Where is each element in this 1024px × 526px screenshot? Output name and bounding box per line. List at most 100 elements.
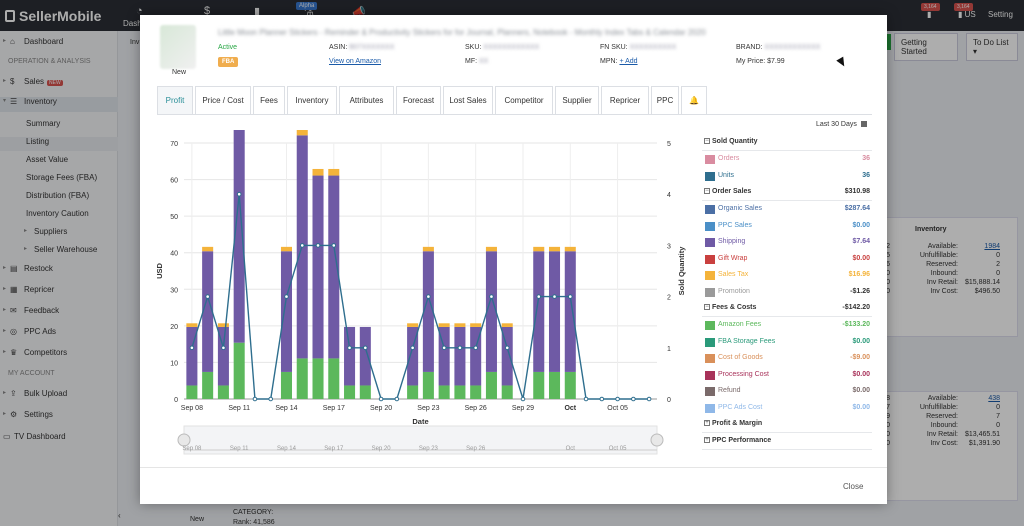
dashboard-icon[interactable]: ◔ xyxy=(136,5,143,17)
mpn-add-link[interactable]: + Add xyxy=(619,58,638,65)
tab-repricer[interactable]: Repricer xyxy=(601,86,649,114)
summary-section-header[interactable]: + PPC Performance xyxy=(702,435,872,449)
sidebar-item-repricer[interactable]: ▸ ▦ Repricer xyxy=(3,285,55,294)
getting-started-button[interactable]: Getting Started xyxy=(894,33,958,61)
y2-tick-label: 3 xyxy=(667,243,671,250)
sidebar-item-sales[interactable]: ▸ $ Sales NEW xyxy=(3,77,63,86)
bell-icon: 🔔 xyxy=(689,96,699,105)
units-point xyxy=(489,294,494,299)
sidebar-item-listing[interactable]: Listing xyxy=(0,137,118,151)
close-button[interactable]: Close xyxy=(843,482,864,491)
tab-notifications[interactable]: 🔔 xyxy=(681,86,707,114)
sidebar-item-tv-dashboard[interactable]: ▭ TV Dashboard xyxy=(3,432,66,441)
summary-row[interactable]: Cost of Goods -$9.00 xyxy=(702,352,872,366)
summary-row[interactable]: Organic Sales $287.64 xyxy=(702,203,872,217)
sidebar-item-seller-warehouse[interactable]: ▸ Seller Warehouse xyxy=(24,245,98,254)
summary-section-header[interactable]: + Profit & Margin xyxy=(702,418,872,432)
sidebar-item-summary[interactable]: Summary xyxy=(26,119,61,128)
flag-selector[interactable]: ▮ US xyxy=(958,10,976,19)
summary-row[interactable]: PPC Sales $0.00 xyxy=(702,220,872,234)
bar-organic-sales xyxy=(548,251,561,372)
bar-sales-tax xyxy=(312,168,324,176)
navigator-label: Sep 11 xyxy=(230,446,249,452)
dollar-icon: $ xyxy=(10,77,15,86)
tab-lost-sales[interactable]: Lost Sales xyxy=(443,86,493,114)
bg-left-value: 7 xyxy=(886,404,890,411)
sidebar-item-bulk-upload[interactable]: ▸ ⇪ Bulk Upload xyxy=(3,389,68,398)
tab-ppc[interactable]: PPC xyxy=(651,86,679,114)
bar-amazon-fees xyxy=(359,385,371,399)
bar-amazon-fees xyxy=(564,371,576,399)
y-tick-label: 50 xyxy=(170,214,178,221)
sidebar-item-inventory-caution[interactable]: Inventory Caution xyxy=(26,209,89,218)
metric-name: PPC Ads Cost xyxy=(718,403,763,411)
bar-organic-sales xyxy=(280,251,293,372)
sidebar-item-feedback[interactable]: ▸ ✉ Feedback xyxy=(3,306,60,315)
navigator-label: Oct xyxy=(566,446,576,452)
summary-row[interactable]: FBA Storage Fees $0.00 xyxy=(702,336,872,350)
sidebar-item-ppc-ads[interactable]: ▸ ◎ PPC Ads xyxy=(3,327,57,336)
summary-row[interactable]: Gift Wrap $0.00 xyxy=(702,253,872,267)
sidebar-item-competitors[interactable]: ▸ ♛ Competitors xyxy=(3,348,68,357)
bar-amazon-fees xyxy=(344,385,356,399)
summary-row[interactable]: Sales Tax $16.96 xyxy=(702,269,872,283)
sidebar-item-suppliers[interactable]: ▸ Suppliers xyxy=(24,227,68,236)
summary-row[interactable]: Shipping $7.64 xyxy=(702,236,872,250)
bars-icon[interactable]: ▮ xyxy=(254,6,261,18)
sidebar-item-inventory[interactable]: ▾ ☰ Inventory xyxy=(0,97,118,112)
sidebar-item-dashboard[interactable]: ▸ ⌂ Dashboard xyxy=(3,37,64,46)
bar-sales-tax xyxy=(328,168,340,176)
sidebar-item-settings[interactable]: ▸ ⚙ Settings xyxy=(3,410,53,419)
tab-profit[interactable]: Profit xyxy=(157,86,193,114)
tab-forecast[interactable]: Forecast xyxy=(396,86,441,114)
bell-icon[interactable]: ▮ xyxy=(927,10,932,19)
sidebar-item-asset-value[interactable]: Asset Value xyxy=(26,155,69,164)
metric-value: $0.00 xyxy=(852,221,870,229)
metric-name: Units xyxy=(718,171,734,179)
summary-row[interactable]: Units 36 xyxy=(702,170,872,184)
units-point xyxy=(631,396,636,402)
tab-attributes[interactable]: Attributes xyxy=(339,86,394,114)
bg-field-value[interactable]: 1984 xyxy=(984,243,1000,250)
flask-icon[interactable]: ⚗ xyxy=(304,6,314,18)
gear-icon: ⚙ xyxy=(10,410,18,419)
bg-left-value: 0 xyxy=(886,279,890,286)
units-point xyxy=(347,345,352,351)
sidebar-collapse-icon[interactable]: ‹ xyxy=(118,511,121,520)
summary-section-header[interactable]: − Fees & Costs -$142.20 xyxy=(702,302,872,316)
tab-inventory[interactable]: Inventory xyxy=(287,86,337,114)
list-icon: ☰ xyxy=(10,97,18,106)
setting-menu[interactable]: Setting xyxy=(988,10,1013,19)
summary-row[interactable]: PPC Ads Cost $0.00 xyxy=(702,402,872,416)
bar-amazon-fees xyxy=(328,358,340,399)
units-point xyxy=(394,396,400,402)
summary-section-header[interactable]: − Sold Quantity xyxy=(702,136,872,150)
tab-fees[interactable]: Fees xyxy=(253,86,285,114)
todo-list-button[interactable]: To Do List ▾ xyxy=(966,33,1018,61)
new-badge: NEW xyxy=(47,80,63,86)
summary-row[interactable]: Refund $0.00 xyxy=(702,385,872,399)
bg-field-value[interactable]: 438 xyxy=(988,395,1000,402)
summary-section-header[interactable]: − Order Sales $310.98 xyxy=(702,186,872,200)
tab-competitor[interactable]: Competitor xyxy=(495,86,553,114)
legend-swatch xyxy=(705,370,715,380)
bar-organic-sales xyxy=(344,326,356,386)
tab-supplier[interactable]: Supplier xyxy=(555,86,599,114)
sidebar-item-distribution[interactable]: Distribution (FBA) xyxy=(26,191,90,200)
summary-row[interactable]: Amazon Fees -$133.20 xyxy=(702,319,872,333)
tab-price-cost[interactable]: Price / Cost xyxy=(195,86,251,114)
view-on-amazon-link[interactable]: View on Amazon xyxy=(329,58,382,65)
units-point xyxy=(331,243,337,248)
legend-swatch xyxy=(705,271,715,280)
summary-row[interactable]: Promotion -$1.26 xyxy=(702,286,872,300)
bar-organic-sales xyxy=(186,326,198,386)
summary-row[interactable]: Processing Cost $0.00 xyxy=(702,369,872,383)
summary-row[interactable]: Orders 36 xyxy=(702,153,872,167)
navigator-handle-left xyxy=(177,433,191,447)
metric-name: Shipping xyxy=(718,238,746,245)
dollar-icon[interactable]: $ xyxy=(204,5,211,17)
sidebar-item-storage-fees[interactable]: Storage Fees (FBA) xyxy=(26,173,98,182)
sidebar-item-restock[interactable]: ▸ ▤ Restock xyxy=(3,264,53,273)
date-range-picker[interactable]: Last 30 Days xyxy=(816,121,867,128)
app-logo[interactable]: SellerMobile xyxy=(5,8,101,24)
